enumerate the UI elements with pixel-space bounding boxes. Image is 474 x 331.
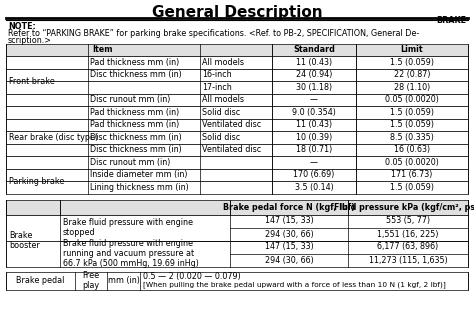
Text: 16 (0.63): 16 (0.63) — [394, 145, 430, 154]
Text: 170 (6.69): 170 (6.69) — [293, 170, 335, 179]
Bar — [6, 69, 468, 81]
Bar — [6, 44, 468, 56]
Text: 1.5 (0.059): 1.5 (0.059) — [390, 108, 434, 117]
Text: All models: All models — [202, 95, 244, 104]
Text: Disc runout mm (in): Disc runout mm (in) — [90, 158, 170, 167]
Text: 11 (0.43): 11 (0.43) — [296, 120, 332, 129]
Text: 171 (6.73): 171 (6.73) — [392, 170, 433, 179]
Text: All models: All models — [202, 58, 244, 67]
Text: Free
play: Free play — [82, 271, 100, 290]
Text: Disc thickness mm (in): Disc thickness mm (in) — [90, 145, 182, 154]
Text: 1.5 (0.059): 1.5 (0.059) — [390, 58, 434, 67]
Text: Parking brake: Parking brake — [9, 176, 64, 185]
Text: Solid disc: Solid disc — [202, 133, 240, 142]
Text: Solid disc: Solid disc — [202, 108, 240, 117]
Text: Standard: Standard — [293, 45, 335, 55]
Text: 1.5 (0.059): 1.5 (0.059) — [390, 183, 434, 192]
Text: 294 (30, 66): 294 (30, 66) — [264, 256, 313, 264]
Text: Brake pedal force N (kgf, lbf): Brake pedal force N (kgf, lbf) — [223, 203, 355, 212]
Text: Brake fluid pressure with engine
running and vacuum pressure at
66.7 kPa (500 mm: Brake fluid pressure with engine running… — [63, 239, 199, 268]
Text: —: — — [310, 158, 318, 167]
Text: 11,273 (115, 1,635): 11,273 (115, 1,635) — [369, 256, 447, 264]
Text: 0.05 (0.0020): 0.05 (0.0020) — [385, 158, 439, 167]
Text: Pad thickness mm (in): Pad thickness mm (in) — [90, 120, 179, 129]
Text: Brake
booster: Brake booster — [9, 231, 40, 250]
Text: 6,177 (63, 896): 6,177 (63, 896) — [377, 243, 438, 252]
Text: [When pulling the brake pedal upward with a force of less than 10 N (1 kgf, 2 lb: [When pulling the brake pedal upward wit… — [143, 281, 446, 288]
Text: 10 (0.39): 10 (0.39) — [296, 133, 332, 142]
Text: Front brake: Front brake — [9, 76, 55, 85]
Text: 24 (0.94): 24 (0.94) — [296, 70, 332, 79]
Text: 147 (15, 33): 147 (15, 33) — [264, 243, 313, 252]
Text: BRAKE: BRAKE — [436, 16, 466, 25]
Text: Disc runout mm (in): Disc runout mm (in) — [90, 95, 170, 104]
Text: Disc thickness mm (in): Disc thickness mm (in) — [90, 70, 182, 79]
Text: 9.0 (0.354): 9.0 (0.354) — [292, 108, 336, 117]
Text: Lining thickness mm (in): Lining thickness mm (in) — [90, 183, 189, 192]
Text: 8.5 (0.335): 8.5 (0.335) — [390, 133, 434, 142]
Text: 0.05 (0.0020): 0.05 (0.0020) — [385, 95, 439, 104]
Text: 30 (1.18): 30 (1.18) — [296, 83, 332, 92]
Text: 18 (0.71): 18 (0.71) — [296, 145, 332, 154]
Text: —: — — [310, 95, 318, 104]
Text: 147 (15, 33): 147 (15, 33) — [264, 216, 313, 225]
Text: Ventilated disc: Ventilated disc — [202, 145, 261, 154]
Text: 1.5 (0.059): 1.5 (0.059) — [390, 120, 434, 129]
Text: Disc thickness mm (in): Disc thickness mm (in) — [90, 133, 182, 142]
Bar — [6, 93, 468, 106]
Bar — [6, 156, 468, 168]
Text: Ventilated disc: Ventilated disc — [202, 120, 261, 129]
Text: Pad thickness mm (in): Pad thickness mm (in) — [90, 58, 179, 67]
Text: NOTE:: NOTE: — [8, 22, 36, 31]
Text: 553 (5, 77): 553 (5, 77) — [386, 216, 430, 225]
Bar — [6, 144, 468, 156]
Bar — [6, 214, 468, 241]
Text: 11 (0.43): 11 (0.43) — [296, 58, 332, 67]
Bar — [6, 200, 468, 214]
Text: Fluid pressure kPa (kgf/cm², psi): Fluid pressure kPa (kgf/cm², psi) — [334, 203, 474, 212]
Text: Refer to “PARKING BRAKE” for parking brake specifications. <Ref. to PB-2, SPECIF: Refer to “PARKING BRAKE” for parking bra… — [8, 29, 419, 38]
Bar — [6, 81, 468, 93]
Bar — [6, 168, 468, 181]
Text: 28 (1.10): 28 (1.10) — [394, 83, 430, 92]
Text: Brake fluid pressure with engine
stopped: Brake fluid pressure with engine stopped — [63, 218, 193, 237]
Bar — [6, 241, 468, 266]
Text: 17-inch: 17-inch — [202, 83, 232, 92]
Text: 294 (30, 66): 294 (30, 66) — [264, 229, 313, 239]
Text: Brake pedal: Brake pedal — [16, 276, 64, 285]
Text: 1,551 (16, 225): 1,551 (16, 225) — [377, 229, 439, 239]
Bar — [6, 118, 468, 131]
Text: Item: Item — [93, 45, 113, 55]
Text: scription.>: scription.> — [8, 36, 52, 45]
Text: 22 (0.87): 22 (0.87) — [394, 70, 430, 79]
Text: Limit: Limit — [401, 45, 423, 55]
Text: Inside diameter mm (in): Inside diameter mm (in) — [90, 170, 188, 179]
Text: 3.5 (0.14): 3.5 (0.14) — [295, 183, 333, 192]
Bar — [6, 181, 468, 194]
Bar — [6, 106, 468, 118]
Bar — [6, 56, 468, 69]
Text: General Description: General Description — [152, 5, 322, 20]
Text: Pad thickness mm (in): Pad thickness mm (in) — [90, 108, 179, 117]
Text: Rear brake (disc type): Rear brake (disc type) — [9, 133, 98, 142]
Text: 0.5 — 2 (0.020 — 0.079): 0.5 — 2 (0.020 — 0.079) — [143, 272, 241, 281]
Bar — [6, 131, 468, 144]
Text: mm (in): mm (in) — [108, 276, 139, 285]
Bar — [6, 271, 468, 290]
Text: 16-inch: 16-inch — [202, 70, 232, 79]
